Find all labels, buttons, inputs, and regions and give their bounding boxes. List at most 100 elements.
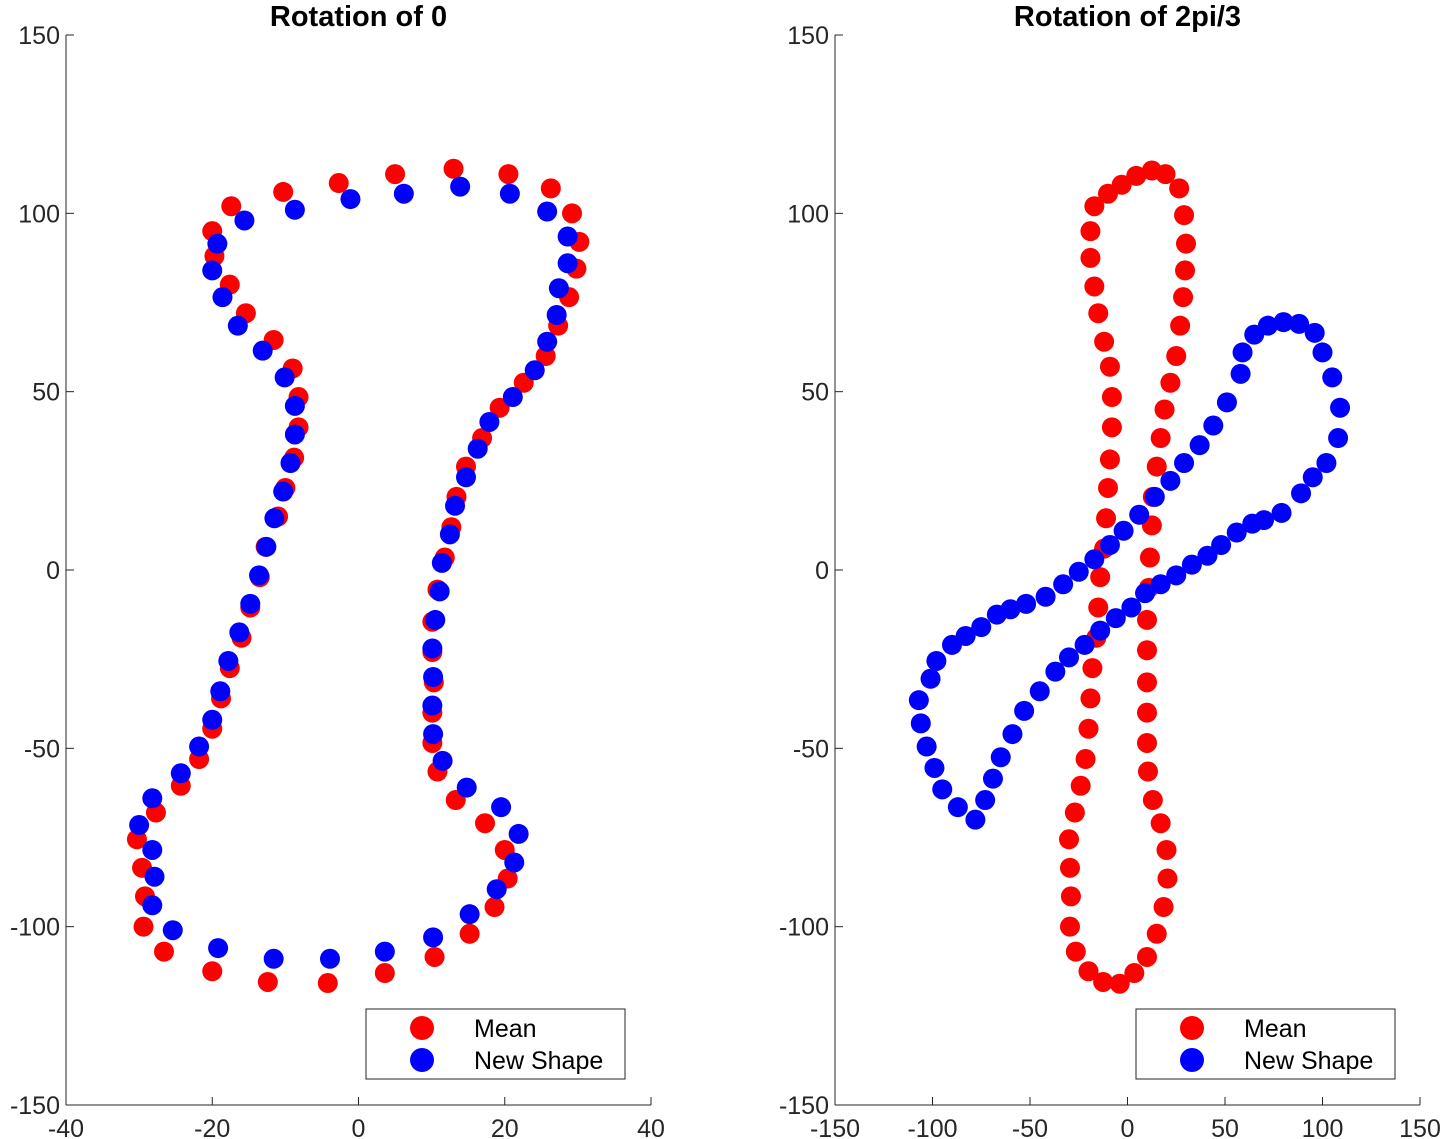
y-tick-label: -50 — [24, 735, 60, 763]
data-point — [557, 253, 578, 274]
data-point — [1059, 857, 1080, 878]
data-point — [910, 713, 931, 734]
data-point — [1080, 221, 1101, 242]
data-point — [1093, 971, 1114, 992]
x-tick-label: 150 — [1399, 1115, 1441, 1139]
data-point — [423, 667, 444, 687]
data-point — [924, 757, 945, 778]
data-point — [1135, 583, 1156, 604]
legend-marker — [1180, 1016, 1204, 1040]
data-point — [932, 779, 953, 800]
series-new-shape — [908, 312, 1351, 830]
data-point — [1105, 608, 1126, 629]
data-point — [385, 164, 406, 185]
data-point — [1075, 749, 1096, 770]
data-point — [208, 938, 229, 959]
data-point — [1181, 554, 1202, 575]
data-point — [1053, 574, 1074, 595]
data-point — [1094, 331, 1115, 352]
data-point — [170, 763, 191, 784]
data-point — [1016, 593, 1037, 614]
data-point — [284, 424, 305, 445]
data-point — [227, 315, 248, 336]
legend-label: Mean — [474, 1015, 537, 1043]
y-tick-label: -100 — [779, 914, 829, 942]
data-point — [971, 617, 992, 638]
data-point — [210, 681, 231, 702]
data-point — [1302, 467, 1323, 488]
data-point — [1175, 260, 1196, 281]
data-point — [424, 946, 445, 967]
data-point — [546, 304, 567, 325]
data-point — [212, 287, 233, 308]
data-point — [202, 709, 223, 730]
data-point — [374, 941, 395, 962]
data-point — [499, 183, 520, 204]
data-point — [234, 210, 255, 231]
data-point — [1197, 545, 1218, 566]
legend-box — [1135, 1008, 1396, 1080]
data-point — [540, 178, 561, 199]
y-tick-label: 0 — [46, 557, 60, 585]
data-point — [142, 839, 163, 860]
data-point — [1126, 165, 1147, 186]
data-point — [1211, 535, 1232, 556]
legend-marker — [410, 1048, 434, 1072]
y-tick-label: 50 — [32, 379, 60, 407]
data-point — [537, 331, 558, 352]
data-point — [133, 916, 154, 937]
data-point — [1330, 397, 1351, 418]
data-point — [1099, 449, 1120, 470]
legend-label: New Shape — [1244, 1047, 1373, 1075]
data-point — [1273, 312, 1294, 333]
data-point — [1169, 178, 1190, 199]
data-point — [947, 797, 968, 818]
x-tick-label: 0 — [1121, 1115, 1135, 1139]
data-point — [1271, 502, 1292, 523]
data-point — [1154, 399, 1175, 420]
data-point — [264, 508, 285, 529]
data-point — [537, 201, 558, 222]
data-point — [432, 750, 453, 771]
data-point — [1084, 276, 1105, 297]
data-point — [1226, 522, 1247, 543]
data-point — [1088, 597, 1109, 618]
data-point — [926, 650, 947, 671]
x-tick-label: 0 — [352, 1115, 366, 1139]
data-point — [1289, 313, 1310, 334]
data-point — [1189, 435, 1210, 456]
x-tick-label: 100 — [1302, 1115, 1344, 1139]
y-tick-label: -150 — [779, 1092, 829, 1120]
data-point — [1139, 547, 1160, 568]
data-point — [1150, 428, 1171, 449]
data-point — [1059, 916, 1080, 937]
data-point — [1166, 346, 1187, 366]
data-point — [1121, 597, 1142, 618]
y-tick-label: 150 — [787, 22, 829, 50]
data-point — [284, 395, 305, 416]
data-point — [1124, 963, 1145, 984]
data-point — [502, 387, 523, 408]
data-point — [955, 625, 976, 646]
data-point — [273, 181, 294, 202]
data-point — [1322, 367, 1343, 388]
data-point — [456, 777, 477, 798]
data-point — [142, 788, 163, 809]
data-point — [422, 638, 443, 659]
data-point — [1137, 732, 1157, 753]
data-point — [1216, 392, 1237, 413]
legend: Mean New Shape — [365, 1008, 626, 1080]
data-point — [1129, 504, 1150, 525]
data-point — [284, 199, 305, 220]
legend-label: New Shape — [474, 1047, 603, 1075]
data-point — [1257, 315, 1278, 336]
data-point — [1002, 724, 1023, 745]
data-point — [1080, 247, 1101, 268]
data-point — [218, 650, 239, 671]
data-point — [393, 183, 414, 204]
data-point — [1170, 315, 1191, 336]
data-point — [429, 581, 450, 602]
data-point — [1137, 946, 1157, 967]
data-point — [1065, 941, 1086, 962]
